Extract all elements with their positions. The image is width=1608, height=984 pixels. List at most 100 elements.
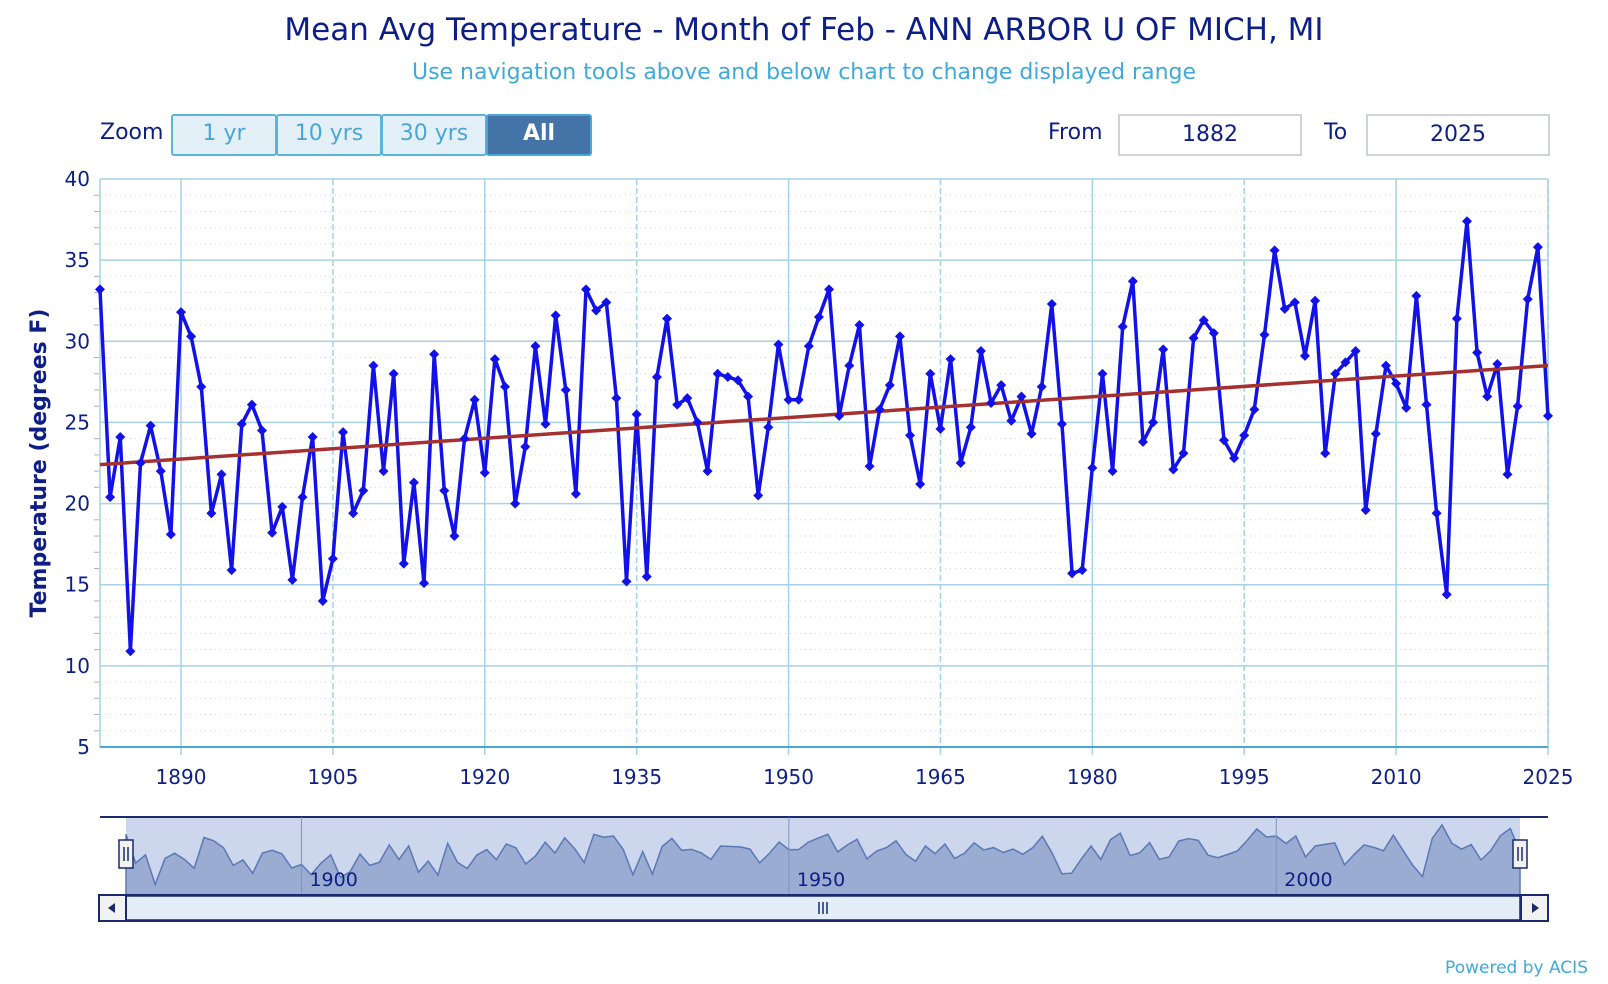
data-point — [145, 420, 156, 431]
data-point — [1492, 359, 1503, 370]
data-point — [307, 432, 318, 443]
data-point — [297, 492, 308, 503]
data-point — [95, 284, 105, 295]
scroll-left-arrow-icon — [108, 903, 115, 913]
data-point — [165, 529, 176, 540]
data-point — [955, 458, 966, 468]
zoom-label: Zoom — [100, 120, 164, 145]
data-point — [1350, 346, 1361, 357]
data-point — [1360, 505, 1371, 516]
handle-body — [118, 839, 134, 869]
data-point — [317, 595, 328, 606]
data-point — [692, 417, 703, 428]
data-point — [925, 368, 936, 379]
data-point — [894, 331, 905, 342]
y-tick-label: 30 — [65, 329, 90, 353]
data-point — [1502, 469, 1513, 480]
data-point — [631, 409, 642, 420]
data-point — [611, 393, 622, 404]
data-point — [844, 360, 855, 371]
data-point — [732, 375, 743, 386]
data-point — [874, 404, 885, 415]
data-point — [641, 571, 652, 582]
data-point — [702, 466, 713, 477]
data-point — [1208, 328, 1219, 339]
zoom-30yrs-button[interactable]: 30 yrs — [381, 114, 487, 156]
data-point — [824, 284, 835, 295]
chart-subtitle: Use navigation tools above and below cha… — [411, 60, 1197, 85]
data-point — [763, 422, 774, 433]
data-point — [489, 354, 500, 365]
data-point — [1461, 216, 1472, 227]
data-point — [1137, 436, 1148, 447]
data-point — [1158, 344, 1169, 355]
from-label: From — [1048, 120, 1103, 145]
scroll-right-arrow-icon — [1532, 903, 1539, 913]
series-line — [98, 219, 1550, 654]
data-point — [1026, 428, 1037, 439]
x-tick-label: 2010 — [1371, 765, 1422, 789]
y-tick-label: 15 — [65, 573, 90, 597]
data-point — [1279, 303, 1290, 314]
data-point — [176, 307, 187, 318]
data-point — [1046, 298, 1057, 309]
data-point — [986, 397, 997, 408]
data-point — [601, 297, 612, 308]
to-label: To — [1324, 120, 1348, 145]
data-point — [459, 433, 470, 444]
data-point — [753, 490, 764, 501]
y-tick-label: 20 — [65, 492, 90, 516]
y-tick-label: 10 — [65, 654, 90, 678]
y-tick-label: 40 — [65, 167, 90, 191]
data-point — [1107, 466, 1118, 477]
data-point — [1441, 589, 1452, 600]
navigator-left-handle[interactable] — [118, 839, 134, 869]
data-point — [854, 320, 865, 331]
data-point — [1431, 508, 1442, 519]
data-point — [1299, 350, 1310, 361]
data-point — [530, 341, 541, 352]
data-point — [1451, 313, 1462, 324]
data-point — [1036, 381, 1047, 392]
data-point — [1380, 360, 1391, 371]
data-point — [1532, 242, 1543, 253]
data-point — [1056, 419, 1067, 430]
data-point — [206, 508, 217, 519]
data-point — [803, 341, 814, 352]
data-point — [905, 430, 916, 441]
x-tick-label: 1980 — [1067, 765, 1118, 789]
powered-by-credit[interactable]: Powered by ACIS — [1445, 958, 1588, 978]
x-tick-label: 1920 — [459, 765, 510, 789]
data-point — [1391, 378, 1402, 389]
data-point — [115, 432, 126, 443]
data-point — [965, 422, 976, 433]
y-tick-label: 25 — [65, 410, 90, 434]
x-tick-label: 1935 — [611, 765, 662, 789]
data-point — [510, 498, 521, 509]
data-point — [236, 419, 247, 430]
data-point — [834, 410, 845, 421]
data-point — [1229, 453, 1240, 464]
zoom-all-button[interactable]: All — [486, 114, 592, 156]
data-point — [1188, 333, 1199, 344]
navigator-right-handle[interactable] — [1512, 839, 1528, 869]
trend-line — [99, 363, 1549, 467]
data-point — [1117, 321, 1128, 332]
y-axis-title: Temperature (degrees F) — [27, 309, 52, 618]
data-point — [1401, 402, 1412, 413]
data-point — [216, 469, 227, 480]
data-point — [1512, 401, 1523, 412]
data-point — [226, 565, 237, 576]
to-input[interactable]: 2025 — [1366, 114, 1550, 156]
data-point — [1218, 435, 1229, 446]
data-point — [1472, 347, 1483, 358]
data-point — [1168, 464, 1179, 475]
data-point — [560, 384, 571, 395]
zoom-10yrs-button[interactable]: 10 yrs — [276, 114, 382, 156]
from-input[interactable]: 1882 — [1118, 114, 1302, 156]
data-point — [439, 485, 450, 496]
data-point — [1340, 357, 1351, 368]
data-point — [1522, 294, 1533, 305]
data-point — [813, 311, 824, 322]
data-point — [1330, 368, 1341, 379]
